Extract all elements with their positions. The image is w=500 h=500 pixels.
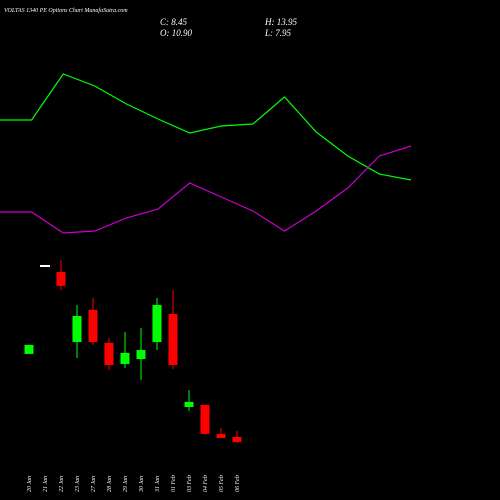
candle-body (120, 352, 130, 364)
candle-body (184, 401, 194, 408)
candle-body (104, 342, 114, 365)
candle-body (24, 344, 34, 354)
x-tick-label: 29 Jan (123, 476, 129, 492)
chart-title: VOLTAS 1340 PE Options Chart MunafaSutra… (4, 7, 128, 14)
candle-body (72, 316, 82, 343)
candle-body (200, 404, 210, 434)
x-tick-label: 03 Feb (187, 475, 193, 492)
x-tick-label: 27 Jan (91, 476, 97, 492)
x-tick-label: 04 Feb (202, 475, 209, 492)
x-tick-label: 23 Jan (75, 476, 81, 492)
x-tick-label: 05 Feb (219, 475, 225, 492)
ohlc-label: L: 7.95 (264, 28, 292, 38)
x-tick-label: 31 Jan (155, 476, 161, 493)
x-tick-label: 20 Jan (27, 476, 33, 492)
candle-body (40, 264, 50, 267)
candle-body (216, 433, 226, 438)
x-tick-label: 21 Jan (43, 476, 49, 492)
candle-body (136, 350, 146, 360)
x-tick-label: 22 Jan (59, 476, 65, 492)
x-tick-label: 28 Jan (107, 476, 113, 492)
ohlc-label: C: 8.45 (160, 17, 188, 27)
ohlc-label: O: 10.90 (160, 28, 192, 38)
candle-body (168, 313, 178, 365)
indicator-line (0, 73, 412, 181)
candle-body (232, 436, 242, 442)
ohlc-label: H: 13.95 (264, 17, 297, 27)
indicator-line (0, 145, 412, 234)
candle-body (88, 309, 98, 343)
x-tick-label: 06 Feb (235, 475, 241, 492)
x-tick-label: 01 Feb (171, 475, 177, 492)
candle-body (152, 304, 162, 343)
candle-body (56, 271, 66, 286)
x-tick-label: 30 Jan (139, 476, 145, 493)
